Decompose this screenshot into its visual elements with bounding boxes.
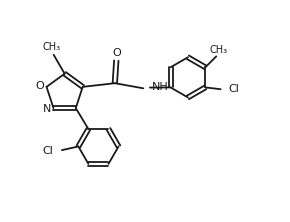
Text: O: O — [36, 81, 44, 91]
Text: NH: NH — [151, 82, 168, 92]
Text: Cl: Cl — [43, 146, 53, 156]
Text: CH₃: CH₃ — [43, 42, 61, 52]
Text: N: N — [43, 104, 51, 114]
Text: CH₃: CH₃ — [209, 45, 227, 55]
Text: Cl: Cl — [229, 84, 240, 94]
Text: O: O — [112, 48, 121, 58]
